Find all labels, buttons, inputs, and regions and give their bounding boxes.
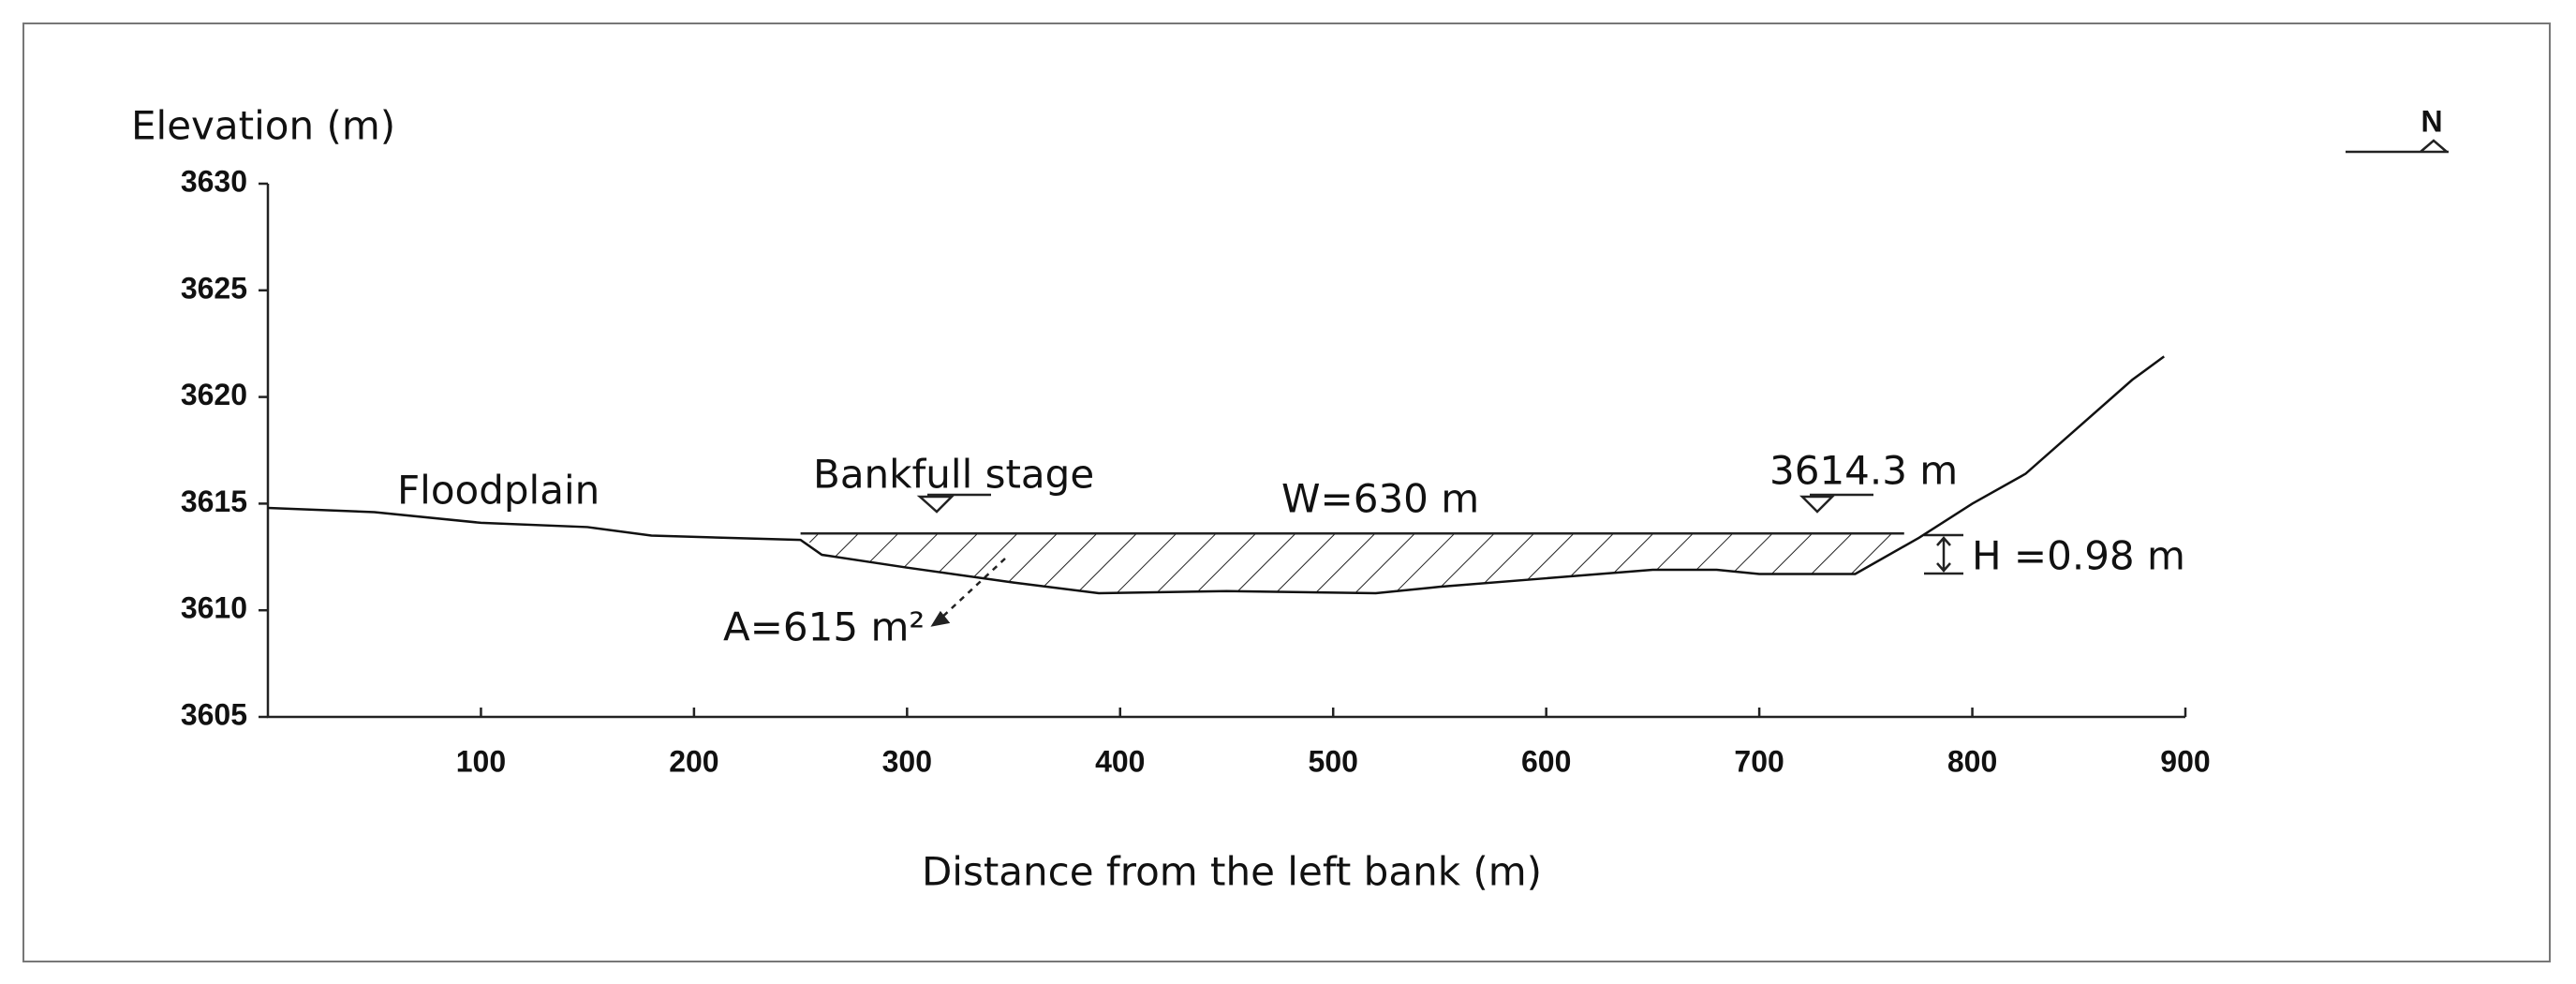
- x-tick-label: 800: [1947, 744, 1997, 778]
- north-label: N: [2421, 104, 2442, 138]
- x-tick-label: 300: [882, 744, 932, 778]
- x-tick-label: 700: [1734, 744, 1784, 778]
- x-tick-label: 200: [669, 744, 718, 778]
- annotation: 3614.3 m: [1769, 448, 1958, 494]
- y-tick-label: 3630: [181, 164, 247, 198]
- x-tick-label: 500: [1309, 744, 1358, 778]
- hatched-area: [800, 533, 1904, 593]
- x-tick-label: 400: [1095, 744, 1145, 778]
- annotation: Bankfull stage: [813, 452, 1094, 498]
- north-symbol: [2346, 139, 2449, 154]
- stage-symbol: [1799, 493, 1873, 514]
- x-tick-label: 600: [1521, 744, 1571, 778]
- profile-line: [267, 355, 2165, 595]
- y-tick-label: 3615: [181, 485, 247, 518]
- y-tick-label: 3610: [181, 591, 247, 625]
- y-tick-label: 3620: [181, 378, 247, 411]
- x-tick-label: 100: [456, 744, 506, 778]
- area-arrowhead: [930, 610, 951, 627]
- x-tick-label: 900: [2160, 744, 2210, 778]
- frame: [22, 22, 2551, 962]
- annotation: A=615 m²: [723, 604, 925, 650]
- depth-arrow: [1924, 533, 1963, 575]
- y-tick-label: 3605: [181, 697, 247, 731]
- annotation: H =0.98 m: [1972, 533, 2185, 579]
- y-axis-label: Elevation (m): [131, 103, 395, 149]
- annotation: Floodplain: [397, 468, 600, 514]
- y-tick-label: 3625: [181, 271, 247, 305]
- annotation: W=630 m: [1281, 476, 1479, 522]
- x-axis-label: Distance from the left bank (m): [922, 849, 1542, 895]
- stage-symbol: [916, 493, 991, 514]
